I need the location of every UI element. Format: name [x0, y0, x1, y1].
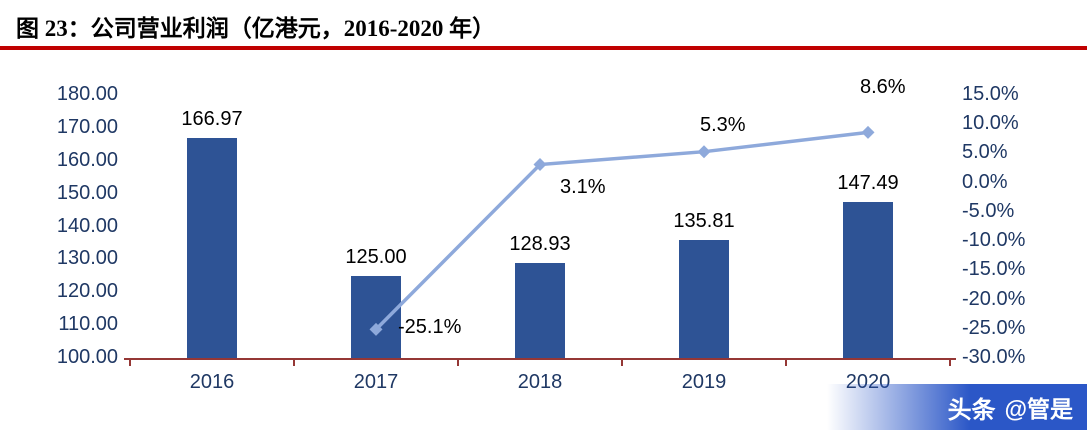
bar-value-label: 128.93: [509, 232, 571, 255]
right-axis-tick-label: -15.0%: [962, 258, 1026, 281]
x-axis-tick-mark: [293, 359, 295, 366]
bar-value-label: 135.81: [673, 210, 735, 233]
left-axis-tick-label: 150.00: [56, 181, 118, 204]
left-axis-tick-label: 170.00: [56, 115, 118, 138]
x-axis-tick-mark: [949, 359, 951, 366]
x-axis-tick-mark: [129, 359, 131, 366]
left-axis-tick-label: 100.00: [56, 346, 118, 368]
title-underline: [0, 46, 1087, 50]
bar-value-label: 147.49: [837, 171, 899, 194]
watermark-brand-logo: 头条: [947, 396, 996, 424]
left-axis-tick-label: 140.00: [56, 214, 118, 237]
right-axis-tick-label: 10.0%: [962, 112, 1019, 135]
line-point-label: 5.3%: [700, 113, 746, 136]
bar-operating-profit: [351, 275, 401, 358]
right-axis-tick-label: -10.0%: [962, 229, 1026, 252]
line-point-label: -25.1%: [398, 316, 462, 339]
right-axis-tick-label: 5.0%: [962, 141, 1008, 164]
x-axis-category-label: 2018: [517, 371, 563, 393]
x-axis-category-label: 2017: [353, 371, 399, 393]
right-axis-tick-label: -25.0%: [962, 316, 1026, 339]
bar-value-label: 166.97: [181, 107, 243, 130]
line-point-label: 8.6%: [860, 76, 906, 99]
left-axis-tick-label: 120.00: [56, 280, 118, 303]
bar-value-label: 125.00: [345, 245, 407, 268]
left-axis-tick-label: 160.00: [56, 148, 118, 171]
x-axis-tick-mark: [621, 359, 623, 366]
x-axis-category-label: 2016: [189, 371, 235, 393]
line-point-label: 3.1%: [560, 175, 606, 198]
line-marker-diamond: [861, 125, 875, 139]
line-marker-diamond: [533, 158, 547, 172]
left-axis-tick-label: 180.00: [56, 83, 118, 105]
right-axis-tick-label: -30.0%: [962, 346, 1026, 368]
bar-operating-profit: [843, 201, 893, 358]
watermark: 头条 @管是: [827, 384, 1087, 430]
figure-title: 图 23：公司营业利润（亿港元，2016-2020 年）: [16, 16, 496, 41]
x-axis-tick-mark: [785, 359, 787, 366]
bar-operating-profit: [187, 137, 237, 358]
watermark-username: @管是: [1004, 396, 1073, 422]
right-axis-tick-label: 15.0%: [962, 83, 1019, 105]
x-axis-line: [124, 358, 956, 360]
right-axis-tick-label: -20.0%: [962, 287, 1026, 310]
right-axis-tick-label: -5.0%: [962, 199, 1015, 222]
x-axis-tick-mark: [457, 359, 459, 366]
line-marker-diamond: [697, 145, 711, 159]
bar-operating-profit: [515, 262, 565, 358]
bar-operating-profit: [679, 240, 729, 358]
x-axis-category-label: 2019: [681, 371, 727, 393]
right-axis-tick-label: 0.0%: [962, 170, 1008, 193]
left-axis-tick-label: 110.00: [58, 313, 118, 336]
left-axis-tick-label: 130.00: [56, 247, 118, 270]
